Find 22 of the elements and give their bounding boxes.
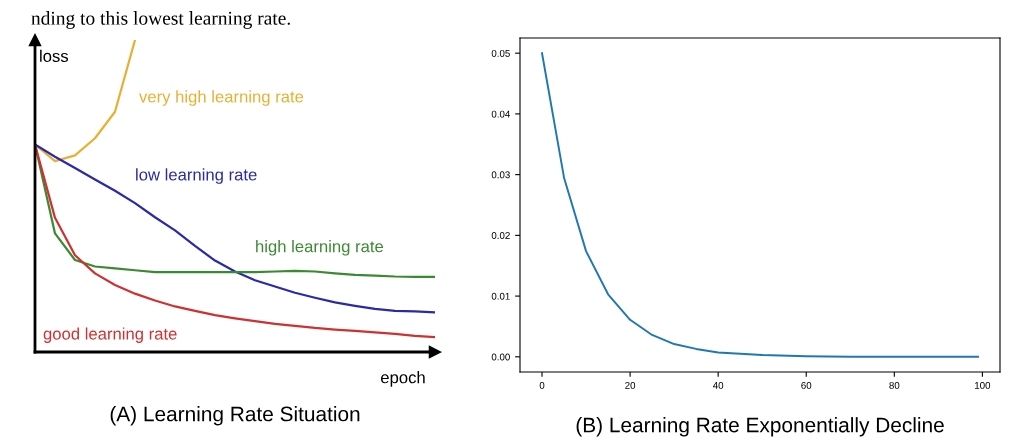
x-tick-label: 0 (539, 381, 545, 389)
x-tick-label: 80 (889, 381, 900, 389)
y-tick-label: 0.05 (491, 49, 510, 57)
x-tick-label: 100 (975, 381, 991, 389)
y-tick-label: 0.00 (491, 353, 510, 361)
y-axis-title: loss (40, 49, 69, 62)
x-tick-label: 40 (712, 381, 724, 389)
line-series (541, 52, 979, 358)
text: (A) Learning Rate Situation (110, 406, 360, 426)
series-label: good learning rate (43, 327, 177, 343)
y-tick-label: 0.04 (491, 110, 510, 118)
x-axis-title: epoch (381, 371, 425, 387)
series-label: very high learning rate (139, 90, 304, 106)
y-tick-label: 0.03 (491, 171, 510, 179)
x-tick-label: 20 (625, 381, 636, 389)
y-tick-label: 0.02 (491, 232, 510, 239)
x-tick-label: 60 (801, 381, 812, 389)
series-label: high learning rate (256, 240, 384, 256)
text: (B) Learning Rate Exponentially Decline (576, 417, 944, 437)
y-tick-label: 0.01 (491, 292, 510, 300)
series-label: low learning rate (136, 168, 257, 184)
text: nding to this lowest learning rate. (31, 11, 290, 29)
